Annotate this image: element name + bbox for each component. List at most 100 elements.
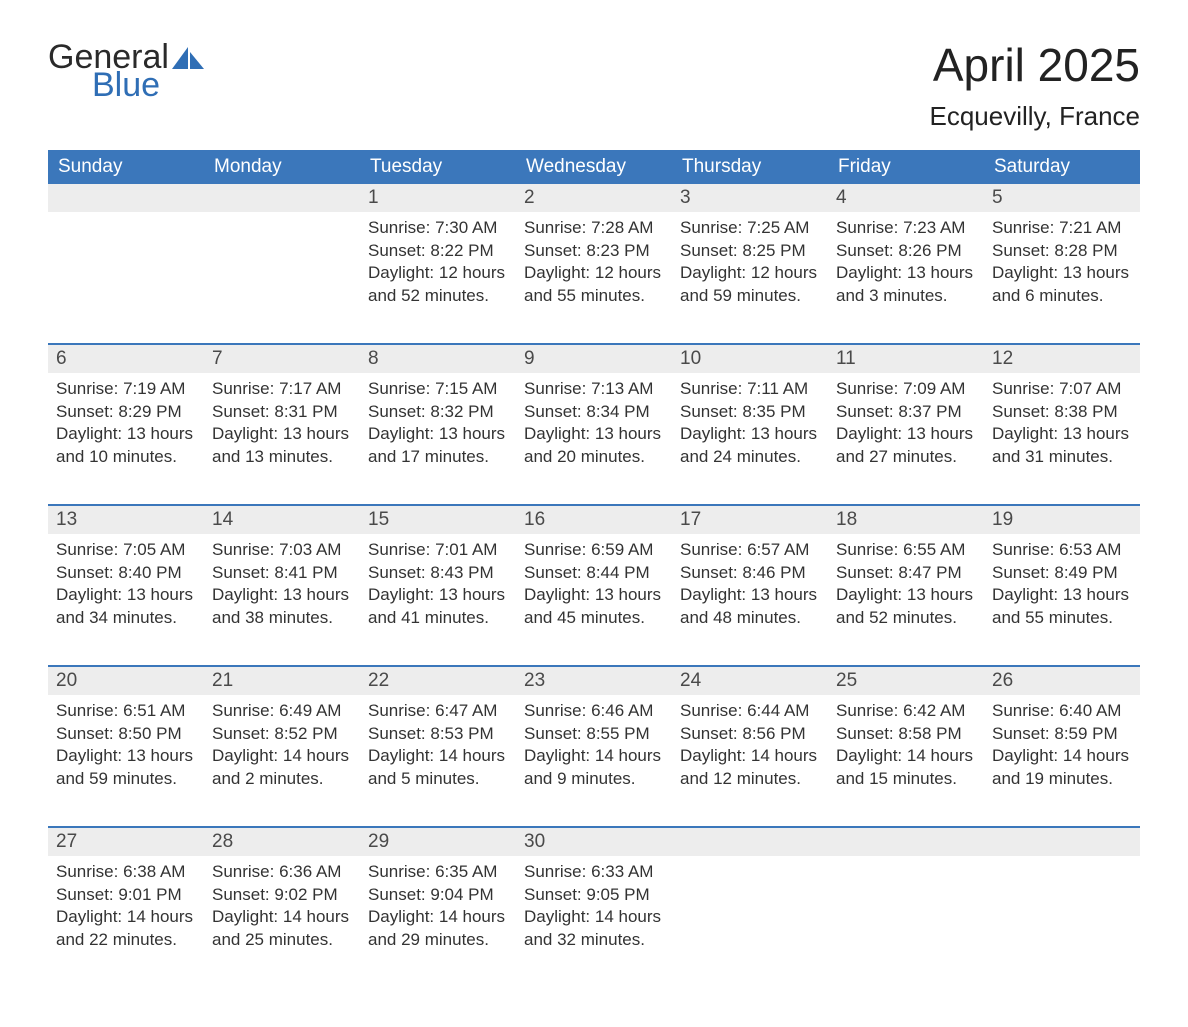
day-info-line: Sunrise: 6:42 AM xyxy=(836,700,976,723)
day-info-line: Sunset: 9:05 PM xyxy=(524,884,664,907)
day-info-line: Sunrise: 6:44 AM xyxy=(680,700,820,723)
day-info-line: Sunrise: 7:25 AM xyxy=(680,217,820,240)
page-title: April 2025 xyxy=(930,40,1141,91)
day-number-cell xyxy=(204,184,360,212)
day-content-cell xyxy=(672,856,828,987)
day-number-cell: 1 xyxy=(360,184,516,212)
day-number-cell: 9 xyxy=(516,344,672,373)
day-number-cell: 23 xyxy=(516,666,672,695)
day-content-cell: Sunrise: 7:28 AMSunset: 8:23 PMDaylight:… xyxy=(516,212,672,344)
day-info-line: Sunrise: 6:47 AM xyxy=(368,700,508,723)
calendar-table: SundayMondayTuesdayWednesdayThursdayFrid… xyxy=(48,150,1140,987)
day-info-line: Daylight: 13 hours and 31 minutes. xyxy=(992,423,1132,469)
day-info-line: Sunset: 8:40 PM xyxy=(56,562,196,585)
day-number-cell: 15 xyxy=(360,505,516,534)
day-info-line: Sunrise: 7:13 AM xyxy=(524,378,664,401)
day-info-line: Sunrise: 6:38 AM xyxy=(56,861,196,884)
day-info-line: Sunset: 8:41 PM xyxy=(212,562,352,585)
day-info-line: Sunrise: 6:59 AM xyxy=(524,539,664,562)
day-content-row: Sunrise: 7:05 AMSunset: 8:40 PM Daylight:… xyxy=(48,534,1140,666)
day-content-cell xyxy=(984,856,1140,987)
day-content-cell: Sunrise: 6:59 AMSunset: 8:44 PMDaylight:… xyxy=(516,534,672,666)
day-info-line: Sunrise: 6:35 AM xyxy=(368,861,508,884)
day-info-line: Sunrise: 6:46 AM xyxy=(524,700,664,723)
day-number-row: 12345 xyxy=(48,184,1140,212)
day-info-line: Sunrise: 7:30 AM xyxy=(368,217,508,240)
day-content-cell xyxy=(828,856,984,987)
day-info-line: Sunset: 8:32 PM xyxy=(368,401,508,424)
day-content-cell: Sunrise: 6:40 AMSunset: 8:59 PMDaylight:… xyxy=(984,695,1140,827)
day-info-line: Daylight: 14 hours and 25 minutes. xyxy=(212,906,352,952)
day-info-line: Sunset: 8:47 PM xyxy=(836,562,976,585)
day-info-line: Sunrise: 6:40 AM xyxy=(992,700,1132,723)
weekday-header: Wednesday xyxy=(516,150,672,184)
day-content-cell: Sunrise: 6:55 AMSunset: 8:47 PMDaylight:… xyxy=(828,534,984,666)
day-info-line: Sunset: 9:04 PM xyxy=(368,884,508,907)
day-info-line: Sunrise: 7:19 AM xyxy=(56,378,196,401)
day-info-line: Daylight: 13 hours and 6 minutes. xyxy=(992,262,1132,308)
logo-sail-icon xyxy=(171,46,205,70)
day-content-cell: Sunrise: 7:25 AMSunset: 8:25 PMDaylight:… xyxy=(672,212,828,344)
day-content-row: Sunrise: 7:30 AMSunset: 8:22 PMDaylight:… xyxy=(48,212,1140,344)
day-number-cell: 20 xyxy=(48,666,204,695)
day-content-cell: Sunrise: 7:03 AMSunset: 8:41 PMDaylight:… xyxy=(204,534,360,666)
day-content-cell: Sunrise: 7:13 AMSunset: 8:34 PMDaylight:… xyxy=(516,373,672,505)
day-info-line: Sunset: 8:53 PM xyxy=(368,723,508,746)
day-info-line: Daylight: 13 hours and 38 minutes. xyxy=(212,584,352,630)
day-number-cell: 22 xyxy=(360,666,516,695)
day-info-line: Daylight: 12 hours and 59 minutes. xyxy=(680,262,820,308)
day-number-cell: 11 xyxy=(828,344,984,373)
day-info-line: Daylight: 12 hours and 52 minutes. xyxy=(368,262,508,308)
day-info-line: Sunset: 8:58 PM xyxy=(836,723,976,746)
day-info-line: Sunset: 8:55 PM xyxy=(524,723,664,746)
day-content-row: Sunrise: 7:19 AMSunset: 8:29 PMDaylight:… xyxy=(48,373,1140,505)
day-info-line: Sunrise: 7:01 AM xyxy=(368,539,508,562)
day-content-cell: Sunrise: 7:17 AMSunset: 8:31 PMDaylight:… xyxy=(204,373,360,505)
day-info-line: Daylight: 14 hours and 2 minutes. xyxy=(212,745,352,791)
day-info-line: Daylight: 13 hours and 52 minutes. xyxy=(836,584,976,630)
day-number-cell: 29 xyxy=(360,827,516,856)
day-info-line: Daylight: 13 hours and 3 minutes. xyxy=(836,262,976,308)
weekday-header: Monday xyxy=(204,150,360,184)
day-info-line: Sunset: 8:34 PM xyxy=(524,401,664,424)
day-number-cell xyxy=(672,827,828,856)
day-info-line: Sunset: 9:02 PM xyxy=(212,884,352,907)
day-info-line: Daylight: 13 hours and 59 minutes. xyxy=(56,745,196,791)
day-info-line: Daylight: 14 hours and 5 minutes. xyxy=(368,745,508,791)
calendar-page: General Blue April 2025 Ecquevilly, Fran… xyxy=(0,0,1188,1027)
day-number-cell: 18 xyxy=(828,505,984,534)
day-number-row: 6789101112 xyxy=(48,344,1140,373)
day-content-cell: Sunrise: 7:11 AMSunset: 8:35 PMDaylight:… xyxy=(672,373,828,505)
day-number-cell: 5 xyxy=(984,184,1140,212)
day-number-cell xyxy=(828,827,984,856)
day-content-cell: Sunrise: 6:44 AMSunset: 8:56 PMDaylight:… xyxy=(672,695,828,827)
day-info-line: Sunset: 8:44 PM xyxy=(524,562,664,585)
day-content-cell: Sunrise: 6:42 AMSunset: 8:58 PMDaylight:… xyxy=(828,695,984,827)
day-info-line: Daylight: 14 hours and 29 minutes. xyxy=(368,906,508,952)
day-content-cell: Sunrise: 6:33 AMSunset: 9:05 PMDaylight:… xyxy=(516,856,672,987)
day-info-line: Sunset: 8:25 PM xyxy=(680,240,820,263)
day-info-line: Sunrise: 7:05 AM xyxy=(56,539,196,562)
day-info-line: Sunset: 8:23 PM xyxy=(524,240,664,263)
day-content-cell: Sunrise: 7:15 AMSunset: 8:32 PMDaylight:… xyxy=(360,373,516,505)
day-info-line: Sunrise: 7:21 AM xyxy=(992,217,1132,240)
day-number-cell: 4 xyxy=(828,184,984,212)
day-info-line: Daylight: 13 hours and 17 minutes. xyxy=(368,423,508,469)
day-info-line: Sunrise: 7:15 AM xyxy=(368,378,508,401)
day-content-cell xyxy=(48,212,204,344)
day-content-row: Sunrise: 6:51 AMSunset: 8:50 PMDaylight:… xyxy=(48,695,1140,827)
day-info-line: Sunset: 8:50 PM xyxy=(56,723,196,746)
day-info-line: Daylight: 14 hours and 9 minutes. xyxy=(524,745,664,791)
location-label: Ecquevilly, France xyxy=(930,101,1141,132)
day-info-line: Sunset: 8:28 PM xyxy=(992,240,1132,263)
day-info-line: Sunrise: 7:28 AM xyxy=(524,217,664,240)
day-content-cell: Sunrise: 6:35 AMSunset: 9:04 PMDaylight:… xyxy=(360,856,516,987)
day-number-row: 13141516171819 xyxy=(48,505,1140,534)
day-info-line: Sunrise: 7:11 AM xyxy=(680,378,820,401)
day-info-line: Daylight: 13 hours and 48 minutes. xyxy=(680,584,820,630)
weekday-header: Sunday xyxy=(48,150,204,184)
day-info-line: Sunrise: 6:33 AM xyxy=(524,861,664,884)
day-number-cell: 27 xyxy=(48,827,204,856)
day-content-cell: Sunrise: 6:36 AMSunset: 9:02 PMDaylight:… xyxy=(204,856,360,987)
weekday-header: Thursday xyxy=(672,150,828,184)
